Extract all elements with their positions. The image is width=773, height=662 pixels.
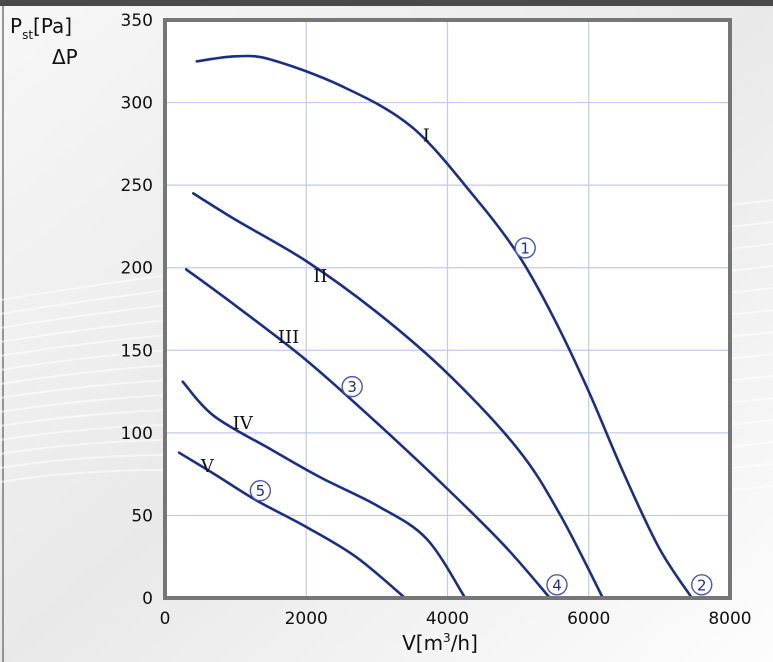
point-marker-circle — [341, 375, 363, 398]
top-band — [0, 0, 773, 6]
curve-label: IV — [233, 413, 254, 434]
point-marker-circle — [546, 574, 568, 596]
y-axis-label: Pst[Pa] — [10, 14, 72, 42]
curves — [177, 54, 694, 600]
curve-I — [195, 54, 694, 600]
x-tick-label: 0 — [160, 609, 171, 629]
x-tick-label: 2000 — [285, 609, 328, 629]
y-tick-label: 300 — [121, 94, 153, 114]
point-marker-label: 4 — [552, 576, 562, 594]
grid — [165, 20, 730, 598]
y-tick-label: 50 — [131, 506, 153, 526]
curve-III — [184, 268, 552, 600]
curve-II — [192, 192, 605, 600]
y-tick-label: 150 — [121, 341, 153, 361]
y-axis-label-delta: ΔP — [52, 45, 78, 69]
y-tick-label: 0 — [142, 589, 153, 609]
point-markers: 1 2 3 4 5 — [249, 237, 713, 596]
curve-IV — [181, 380, 467, 600]
point-marker-circle — [514, 237, 536, 259]
plot-frame — [163, 18, 732, 600]
y-tick-label: 250 — [121, 176, 153, 196]
y-tick-labels: 0 50 100 150 200 250 300 350 — [121, 11, 153, 609]
curve-label: I — [423, 126, 430, 147]
curve-label: III — [278, 327, 299, 348]
point-marker-label: 1 — [520, 239, 530, 257]
point-marker-label: 5 — [256, 482, 266, 500]
x-tick-label: 6000 — [567, 609, 610, 629]
x-axis-label: V[m3/h] — [402, 631, 478, 655]
curve-label: II — [313, 266, 327, 287]
point-marker-circle — [691, 574, 713, 596]
x-tick-labels: 0 2000 4000 6000 8000 — [160, 609, 752, 629]
y-tick-label: 350 — [121, 11, 153, 31]
point-marker-label: 3 — [347, 378, 357, 396]
point-marker-label: 2 — [697, 576, 707, 594]
point-marker-circle — [249, 479, 272, 502]
x-tick-label: 8000 — [708, 609, 751, 629]
curve-label: V — [200, 456, 215, 477]
y-tick-label: 100 — [121, 424, 153, 444]
y-tick-label: 200 — [121, 259, 153, 279]
curve-V — [177, 451, 407, 600]
x-tick-label: 4000 — [426, 609, 469, 629]
